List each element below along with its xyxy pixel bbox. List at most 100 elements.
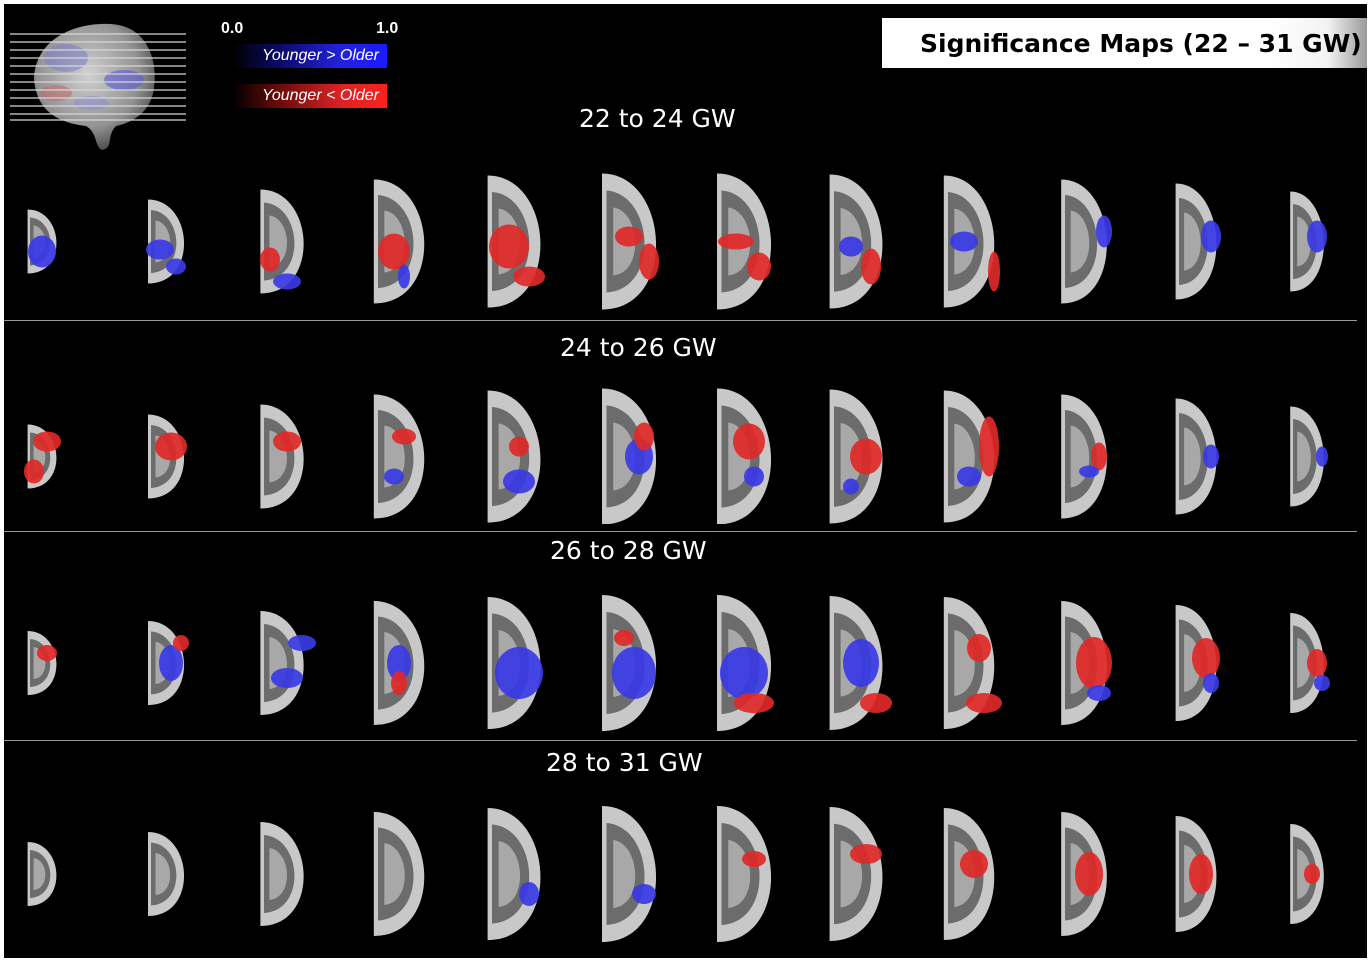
brain-slice [602, 806, 657, 942]
brain-locator-thumbnail [10, 23, 186, 150]
significance-blob-blue [28, 235, 56, 268]
brain-slice [1290, 406, 1324, 507]
significance-blob-red [260, 247, 280, 272]
significance-blob-blue [387, 645, 411, 681]
brain-slice [148, 832, 185, 916]
significance-blob-red [615, 226, 643, 247]
legend-younger-greater: Younger > Older [232, 44, 387, 68]
significance-blob-blue [957, 466, 981, 487]
brain-slice [260, 822, 304, 926]
significance-blob-blue [1316, 446, 1328, 467]
figure-panel: 0.0 1.0 Younger > Older Younger < Older … [4, 4, 1367, 958]
row-title-26-28: 26 to 28 GW [550, 536, 707, 565]
significance-blob-blue [1096, 215, 1112, 248]
significance-blob-blue [843, 639, 879, 687]
significance-blob-red [639, 243, 659, 280]
significance-blob-blue [495, 647, 543, 699]
significance-blob-red [734, 693, 774, 713]
significance-blob-red [1076, 637, 1112, 689]
slice-row-22-24 [27, 173, 1327, 310]
significance-blob-red [489, 224, 529, 269]
figure-title: Significance Maps (22 – 31 GW) [882, 18, 1367, 68]
significance-blob-red [967, 634, 991, 662]
significance-blob-red [1075, 852, 1103, 896]
significance-blob-blue [519, 882, 539, 906]
brain-slice [27, 631, 57, 695]
significance-blob-blue [744, 466, 764, 487]
significance-blob-red [733, 423, 765, 460]
significance-blob-red [1307, 649, 1327, 677]
significance-blob-red [634, 422, 654, 451]
brain-slice [260, 611, 304, 715]
significance-blob-red [988, 251, 1000, 292]
slice-row-26-28 [27, 595, 1330, 731]
significance-blob-red [33, 431, 61, 452]
brain-slice [1175, 183, 1217, 300]
row-title-24-26: 24 to 26 GW [560, 333, 717, 362]
significance-blob-blue [503, 469, 535, 494]
scale-min-label: 0.0 [221, 20, 244, 37]
significance-blob-red [392, 428, 416, 445]
significance-blob-blue [1307, 220, 1327, 253]
significance-blob-blue [843, 478, 859, 495]
significance-blob-blue [384, 468, 404, 485]
significance-blob-red [155, 432, 187, 461]
significance-blob-blue [273, 273, 301, 290]
scale-max-label: 1.0 [376, 20, 399, 37]
row-title-22-24: 22 to 24 GW [579, 104, 736, 133]
significance-blob-red [1189, 854, 1213, 894]
significance-blob-red [509, 436, 529, 457]
significance-blob-red [391, 671, 407, 695]
significance-blob-red [966, 693, 1002, 713]
significance-blob-red [173, 635, 189, 651]
significance-blob-blue [288, 635, 316, 651]
significance-blob-blue [1203, 444, 1219, 469]
brain-slice [487, 390, 541, 523]
brain-slice [1175, 398, 1217, 515]
significance-blob-red [37, 645, 57, 661]
significance-blob-blue [1314, 675, 1330, 691]
brain-slice [373, 812, 425, 936]
row-divider [4, 740, 1357, 741]
row-divider [4, 320, 1357, 321]
significance-blob-red [614, 630, 634, 646]
significance-blob-blue [632, 884, 656, 904]
significance-blob-blue [720, 647, 768, 699]
significance-blob-blue [839, 236, 863, 257]
significance-blob-red [747, 252, 771, 281]
significance-blob-blue [1203, 673, 1219, 693]
brain-slice [1290, 191, 1324, 292]
brain-slice [260, 404, 304, 509]
significance-blob-blue [159, 645, 183, 681]
significance-blob-red [1192, 638, 1220, 678]
significance-blob-blue [398, 264, 410, 289]
significance-blob-red [861, 248, 881, 285]
significance-blob-blue [271, 668, 303, 688]
significance-blob-blue [612, 647, 656, 699]
significance-blob-red [979, 416, 999, 477]
slice-row-24-26 [24, 388, 1328, 524]
significance-blob-red [273, 431, 301, 452]
brain-slice [829, 807, 883, 941]
brain-slice [373, 394, 425, 519]
significance-blob-red [860, 693, 892, 713]
significance-blob-blue [1079, 465, 1099, 478]
significance-blob-red [513, 266, 545, 287]
brain-slice [1061, 179, 1107, 304]
significance-blob-blue [1201, 220, 1221, 253]
significance-blob-red [718, 233, 754, 250]
row-divider [4, 531, 1357, 532]
significance-blob-red [850, 438, 882, 475]
legend-younger-less: Younger < Older [232, 84, 387, 108]
significance-blob-red [850, 844, 882, 864]
brain-slice [717, 806, 772, 942]
slice-row-28-31 [27, 806, 1324, 942]
significance-blob-red [24, 459, 44, 484]
significance-blob-red [960, 850, 988, 878]
row-title-28-31: 28 to 31 GW [546, 748, 703, 777]
significance-blob-red [1091, 442, 1107, 471]
brain-slice [487, 808, 541, 940]
significance-blob-blue [146, 239, 174, 260]
significance-blob-red [378, 233, 410, 270]
brain-slice [27, 842, 57, 906]
